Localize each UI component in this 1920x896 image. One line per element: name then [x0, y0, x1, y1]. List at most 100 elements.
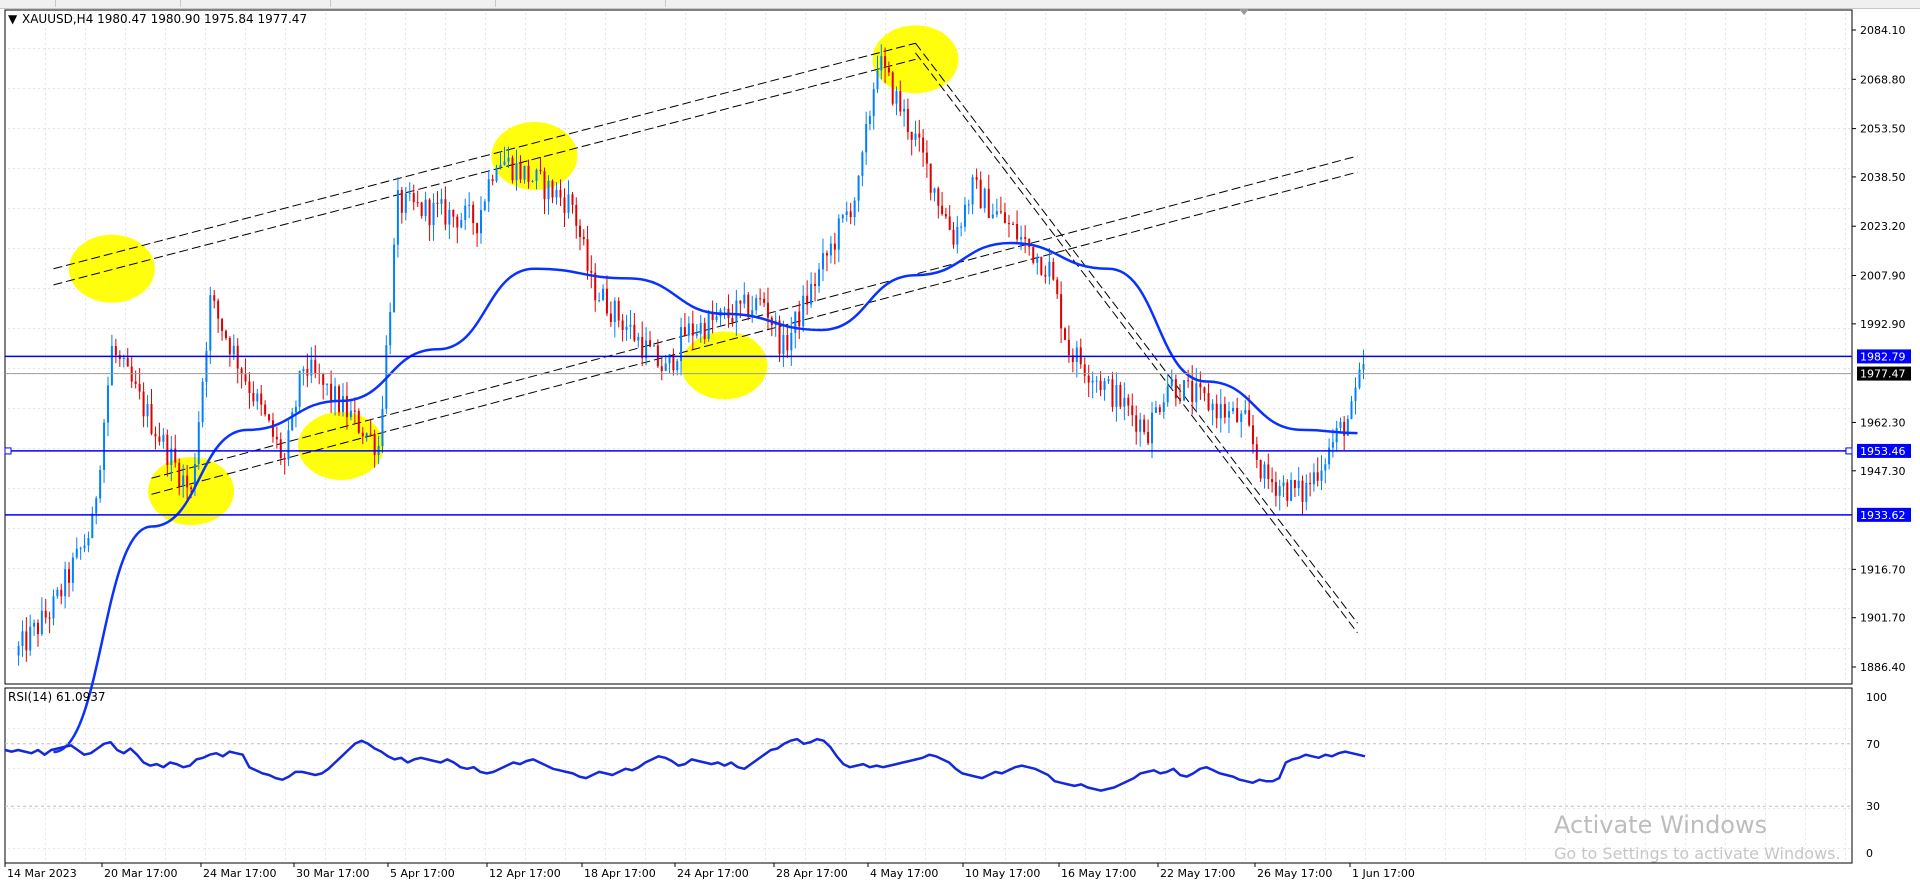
candle-body — [699, 322, 702, 334]
level-price-label: 1953.46 — [1860, 445, 1906, 458]
time-tick-label: 5 Apr 17:00 — [390, 867, 455, 880]
candle-body — [786, 335, 789, 351]
time-tick-label: 30 Mar 17:00 — [296, 867, 369, 880]
level-price-label: 1933.62 — [1860, 509, 1906, 522]
candle-body — [668, 354, 671, 364]
highlight-ellipse — [68, 234, 155, 303]
watermark-subtitle: Go to Settings to activate Windows. — [1554, 844, 1841, 863]
time-tick-label: 16 May 17:00 — [1061, 867, 1136, 880]
candle-body — [586, 239, 589, 271]
time-tick-label: 18 Apr 17:00 — [584, 867, 656, 880]
candle-body — [1346, 418, 1349, 436]
candle-body — [240, 368, 243, 375]
candle-body — [52, 596, 55, 619]
candle-body — [751, 310, 754, 318]
candle-body — [75, 548, 78, 558]
rsi-tick-label: 70 — [1866, 738, 1880, 751]
candle-body — [559, 189, 562, 198]
candle-body — [260, 393, 263, 405]
price-tick-label: 1947.30 — [1860, 465, 1906, 478]
candle-body — [1048, 261, 1051, 277]
candle-body — [252, 393, 255, 402]
candle-body — [531, 180, 534, 182]
candle-body — [778, 320, 781, 354]
candle-body — [440, 199, 443, 204]
candle-body — [279, 439, 282, 459]
candle-body — [106, 385, 109, 423]
candle-body — [209, 295, 212, 351]
candle-body — [99, 469, 102, 499]
level-anchor-handle[interactable] — [1845, 447, 1853, 455]
rsi-line — [4, 737, 1366, 792]
trendline[interactable] — [53, 58, 916, 286]
candle-body — [891, 72, 894, 104]
candle-body — [361, 432, 364, 437]
rsi-indicator: 100 70 30 0 — [4, 691, 1887, 860]
horizontal-levels-layer[interactable]: 1982.79 1953.46 1933.62 1977.47 — [4, 349, 1911, 522]
dropdown-icon[interactable]: ▼ — [8, 12, 18, 26]
candle-body — [306, 368, 309, 376]
moving-average-layer — [53, 241, 1358, 754]
candle-body — [1255, 444, 1258, 461]
candle-body — [910, 131, 913, 140]
trendline[interactable] — [915, 52, 1358, 634]
candle-body — [1028, 238, 1031, 248]
trendline[interactable] — [915, 42, 1358, 624]
candle-body — [416, 202, 419, 204]
candle-body — [999, 211, 1002, 213]
candle-body — [715, 316, 718, 320]
candle-body — [991, 214, 994, 218]
candle-body — [353, 410, 356, 412]
candle-body — [937, 188, 940, 206]
candle-body — [87, 537, 90, 546]
candle-body — [322, 374, 325, 385]
level-anchor-handle[interactable] — [4, 447, 12, 455]
candle-body — [271, 420, 274, 437]
candle-body — [357, 410, 360, 433]
candle-body — [302, 368, 305, 371]
candle-body — [1087, 375, 1090, 383]
candle-body — [349, 410, 352, 418]
price-tick-label: 1962.30 — [1860, 416, 1906, 429]
candle-body — [1293, 480, 1296, 489]
candle-body — [884, 56, 887, 68]
candle-body — [71, 557, 74, 583]
candle-body — [122, 357, 125, 360]
time-tick-label: 20 Mar 17:00 — [104, 867, 177, 880]
candle-body — [925, 152, 928, 164]
candle-body — [365, 433, 368, 437]
time-tick-label: 1 Jun 17:00 — [1352, 867, 1415, 880]
trendline[interactable] — [53, 42, 916, 270]
candle-body — [345, 395, 348, 418]
trendline[interactable] — [151, 171, 1358, 495]
time-axis: 14 Mar 2023 20 Mar 17:00 24 Mar 17:00 30 Ma… — [4, 863, 1415, 880]
candle-body — [1024, 237, 1027, 239]
candle-body — [629, 324, 632, 327]
candle-body — [298, 370, 301, 407]
candle-body — [36, 622, 39, 635]
candle-body — [743, 294, 746, 304]
candle-body — [1174, 379, 1177, 399]
chart-shift-marker-icon[interactable] — [1239, 9, 1249, 15]
candle-body — [420, 202, 423, 217]
time-tick-label: 26 May 17:00 — [1257, 867, 1332, 880]
candle-body — [495, 167, 498, 182]
candle-body — [833, 243, 836, 250]
price-tick-label: 2007.90 — [1860, 270, 1906, 283]
candle-body — [695, 333, 698, 336]
candle-body — [609, 313, 612, 323]
candle-body — [1060, 294, 1063, 329]
candle-body — [114, 346, 117, 355]
candle-body — [731, 317, 734, 323]
level-price-label: 1982.79 — [1860, 350, 1906, 363]
candle-body — [64, 569, 67, 597]
candle-body — [1091, 380, 1094, 383]
candle-body — [294, 406, 297, 413]
candle-body — [476, 223, 479, 234]
candle-body — [914, 133, 917, 140]
candle-body — [1032, 247, 1035, 263]
candle-body — [1154, 407, 1157, 413]
candle-body — [967, 204, 970, 206]
time-tick-label: 24 Apr 17:00 — [677, 867, 749, 880]
